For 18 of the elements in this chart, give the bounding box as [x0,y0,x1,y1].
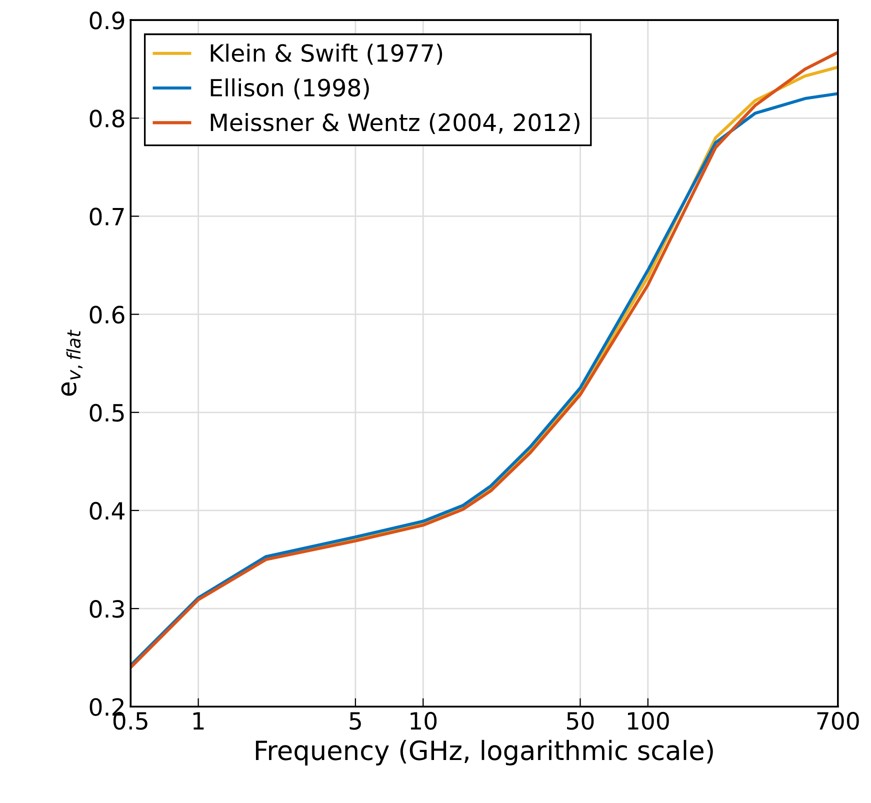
x-tick-label: 10 [410,712,437,730]
y-axis-title: e$_{v,flat}$ [61,330,83,396]
y-tick-label: 0.9 [90,12,124,30]
y-tick-label: 0.6 [90,306,124,324]
legend-label: Ellison (1998) [210,78,369,100]
x-tick-label: 1 [193,712,204,730]
y-tick-label: 0.5 [90,404,124,422]
legend-label: Meissner & Wentz (2004, 2012) [210,113,580,134]
x-tick-label: 50 [567,712,594,730]
x-tick-label: 700 [817,712,859,730]
y-tick-label: 0.8 [90,110,124,128]
x-tick-label: 5 [350,712,361,730]
y-tick-label: 0.4 [90,502,124,520]
y-tick-label: 0.7 [90,208,124,226]
x-tick-label: 100 [628,712,669,730]
legend-label: Klein & Swift (1977) [210,44,442,65]
y-tick-label: 0.3 [90,600,124,618]
x-axis-title: Frequency (GHz, logarithmic scale) [256,740,713,766]
